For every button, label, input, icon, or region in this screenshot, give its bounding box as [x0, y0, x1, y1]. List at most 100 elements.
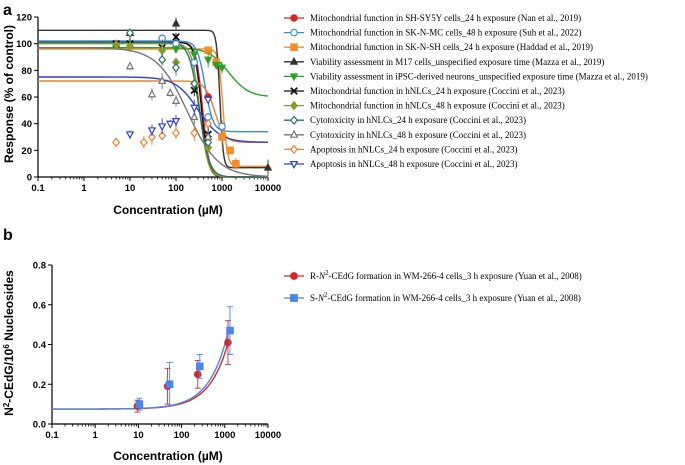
a-data-point — [172, 62, 180, 73]
b-y-tick-label: 0.2 — [33, 380, 46, 391]
legend-a-label-7: Cytotoxicity in hNLCs_24 h exposure (Coc… — [310, 115, 526, 125]
legend-a-label-9: Apoptosis in hNLCs_24 h exposure (Coccin… — [310, 144, 517, 154]
panel-a-chart: 0.1 1 10 100 1000 10000 0 20 40 60 80 100 120 Concen… — [2, 13, 281, 218]
a-x-tick-label: 10 — [125, 183, 136, 194]
a-data-point — [139, 137, 148, 148]
a-data-point-stroke2 — [190, 86, 199, 95]
lb1-pre: R- — [310, 271, 319, 281]
panel-b-x-axis-title: Concentration (µM) — [113, 449, 223, 463]
a-y-tick-label: 20 — [21, 146, 32, 157]
b-y-tick-label: 0.6 — [33, 300, 46, 311]
a-data-point — [204, 118, 213, 129]
legend-a-marker-5-stroke2 — [290, 87, 298, 95]
a-fit-curve-1 — [38, 40, 268, 133]
a-x-tick-label: 1 — [81, 183, 87, 194]
a-y-tick-label: 60 — [21, 93, 32, 104]
a-data-point — [125, 131, 135, 140]
a-fit-curve-7 — [38, 41, 268, 178]
legend-b-2-label: S-N2-CEdG formation in WM-266-4 cells_3 … — [310, 291, 581, 303]
panel-a-axes: 0.1 1 10 100 1000 10000 0 20 40 60 80 100 120 — [16, 13, 281, 195]
a-data-point — [171, 117, 181, 126]
panel-b-y-axis-title: N2-CEdG/106 Nucleosides — [2, 270, 17, 416]
b-y-tick-label: 0.0 — [33, 420, 46, 431]
panel-a-letter: a — [3, 2, 12, 19]
lb1-n: N — [318, 271, 326, 281]
a-fit-curve-6 — [38, 42, 268, 178]
a-y-tick-label: 100 — [16, 39, 32, 50]
a-y-tick-label: 80 — [21, 66, 32, 77]
a-data-point — [190, 104, 199, 113]
a-data-point — [203, 96, 213, 105]
a-data-point — [232, 159, 240, 168]
a-data-point — [172, 33, 180, 41]
lb2-n: N — [317, 293, 325, 303]
legend-a-marker-1 — [290, 28, 298, 37]
a-data-point — [112, 137, 121, 148]
a-y-tick-label: 120 — [16, 13, 32, 24]
a-data-point-stroke2 — [172, 33, 180, 41]
legend-a-marker-6 — [290, 100, 298, 111]
panel-b-chart: 0.1 1 10 100 1000 10000 0.0 0.2 0.4 0.6 0.8 Concen… — [2, 261, 282, 464]
a-data-point — [147, 127, 157, 136]
a-x-tick-label: 10000 — [255, 183, 281, 194]
panel-a-fit-curves — [38, 29, 269, 178]
legend-a-label-10: Apoptosis in hNLCs_48 h exposure (Coccin… — [310, 159, 517, 169]
a-data-point — [203, 56, 213, 65]
a-data-point — [218, 133, 226, 141]
lb1-sup: 2 — [325, 269, 329, 277]
a-data-point — [126, 28, 134, 38]
a-data-point — [204, 137, 213, 148]
b-data-point — [135, 400, 144, 408]
b-ylabel-n: N — [2, 407, 16, 416]
lb2-pre: S- — [310, 293, 318, 303]
panel-b-data-points — [133, 306, 234, 413]
legend-a-marker-8 — [289, 129, 299, 138]
a-data-point — [171, 18, 181, 27]
legend-a-marker-2 — [290, 43, 298, 52]
lb2-sup: 2 — [324, 291, 328, 299]
a-data-point — [158, 54, 167, 65]
panel-a-legend: Mitochondrial function in SH-SY5Y cells_… — [284, 13, 648, 169]
legend-a-label-5: Mitochondrial function in hNLCs_24 h exp… — [310, 86, 565, 96]
panel-b-legend: R-N2-CEdG formation in WM-266-4 cells_3 … — [284, 269, 582, 303]
b-data-point — [165, 380, 174, 389]
a-data-point — [126, 41, 134, 52]
a-fit-curve-2 — [38, 48, 268, 168]
b-x-tick-label: 100 — [174, 430, 190, 441]
a-data-point — [147, 132, 156, 142]
legend-a-marker-5 — [290, 87, 298, 95]
a-data-point — [217, 64, 227, 73]
legend-a-marker-4 — [289, 73, 299, 82]
a-data-point — [166, 88, 175, 97]
a-data-point — [190, 128, 199, 138]
a-data-point — [172, 128, 180, 138]
b-x-tick-label: 0.1 — [45, 430, 59, 441]
a-fit-curve-3 — [38, 29, 268, 169]
b-data-point — [226, 326, 234, 335]
a-data-point — [190, 86, 199, 95]
lb1-post: -CEdG formation in WM-266-4 cells_3 h ex… — [329, 271, 582, 281]
legend-a-label-8: Cytotoxicity in hNLCs_48 h exposure (Coc… — [310, 130, 526, 140]
legend-b-2-marker — [290, 294, 298, 302]
b-data-point — [195, 362, 204, 371]
a-data-point — [157, 76, 167, 85]
b-y-tick-label: 0.4 — [33, 340, 47, 351]
a-data-point — [171, 96, 181, 105]
legend-a-label-6: Mitochondrial function in hNLCs_48 h exp… — [310, 101, 565, 111]
panel-a-x-axis-title: Concentration (µM) — [113, 203, 223, 217]
panel-a-data-points — [112, 17, 273, 176]
panel-b-axes: 0.1 1 10 100 1000 10000 0.0 0.2 0.4 0.6 0.8 — [33, 261, 281, 442]
legend-a-marker-10 — [289, 161, 299, 169]
b-y-tick-label: 0.8 — [33, 261, 46, 272]
b-ylabel-sup2: 6 — [2, 344, 11, 349]
a-x-tick-label: 100 — [168, 183, 184, 194]
a-y-tick-label: 40 — [21, 119, 32, 130]
b-x-tick-label: 10000 — [255, 430, 281, 441]
a-data-point — [212, 61, 221, 70]
legend-a-label-1: Mitochondrial function in SK-N-MC cells_… — [310, 28, 581, 38]
a-data-point — [203, 132, 213, 140]
a-data-point — [226, 146, 234, 155]
b-x-tick-label: 1000 — [214, 430, 235, 441]
a-data-point — [171, 45, 181, 54]
a-data-point — [158, 130, 167, 141]
